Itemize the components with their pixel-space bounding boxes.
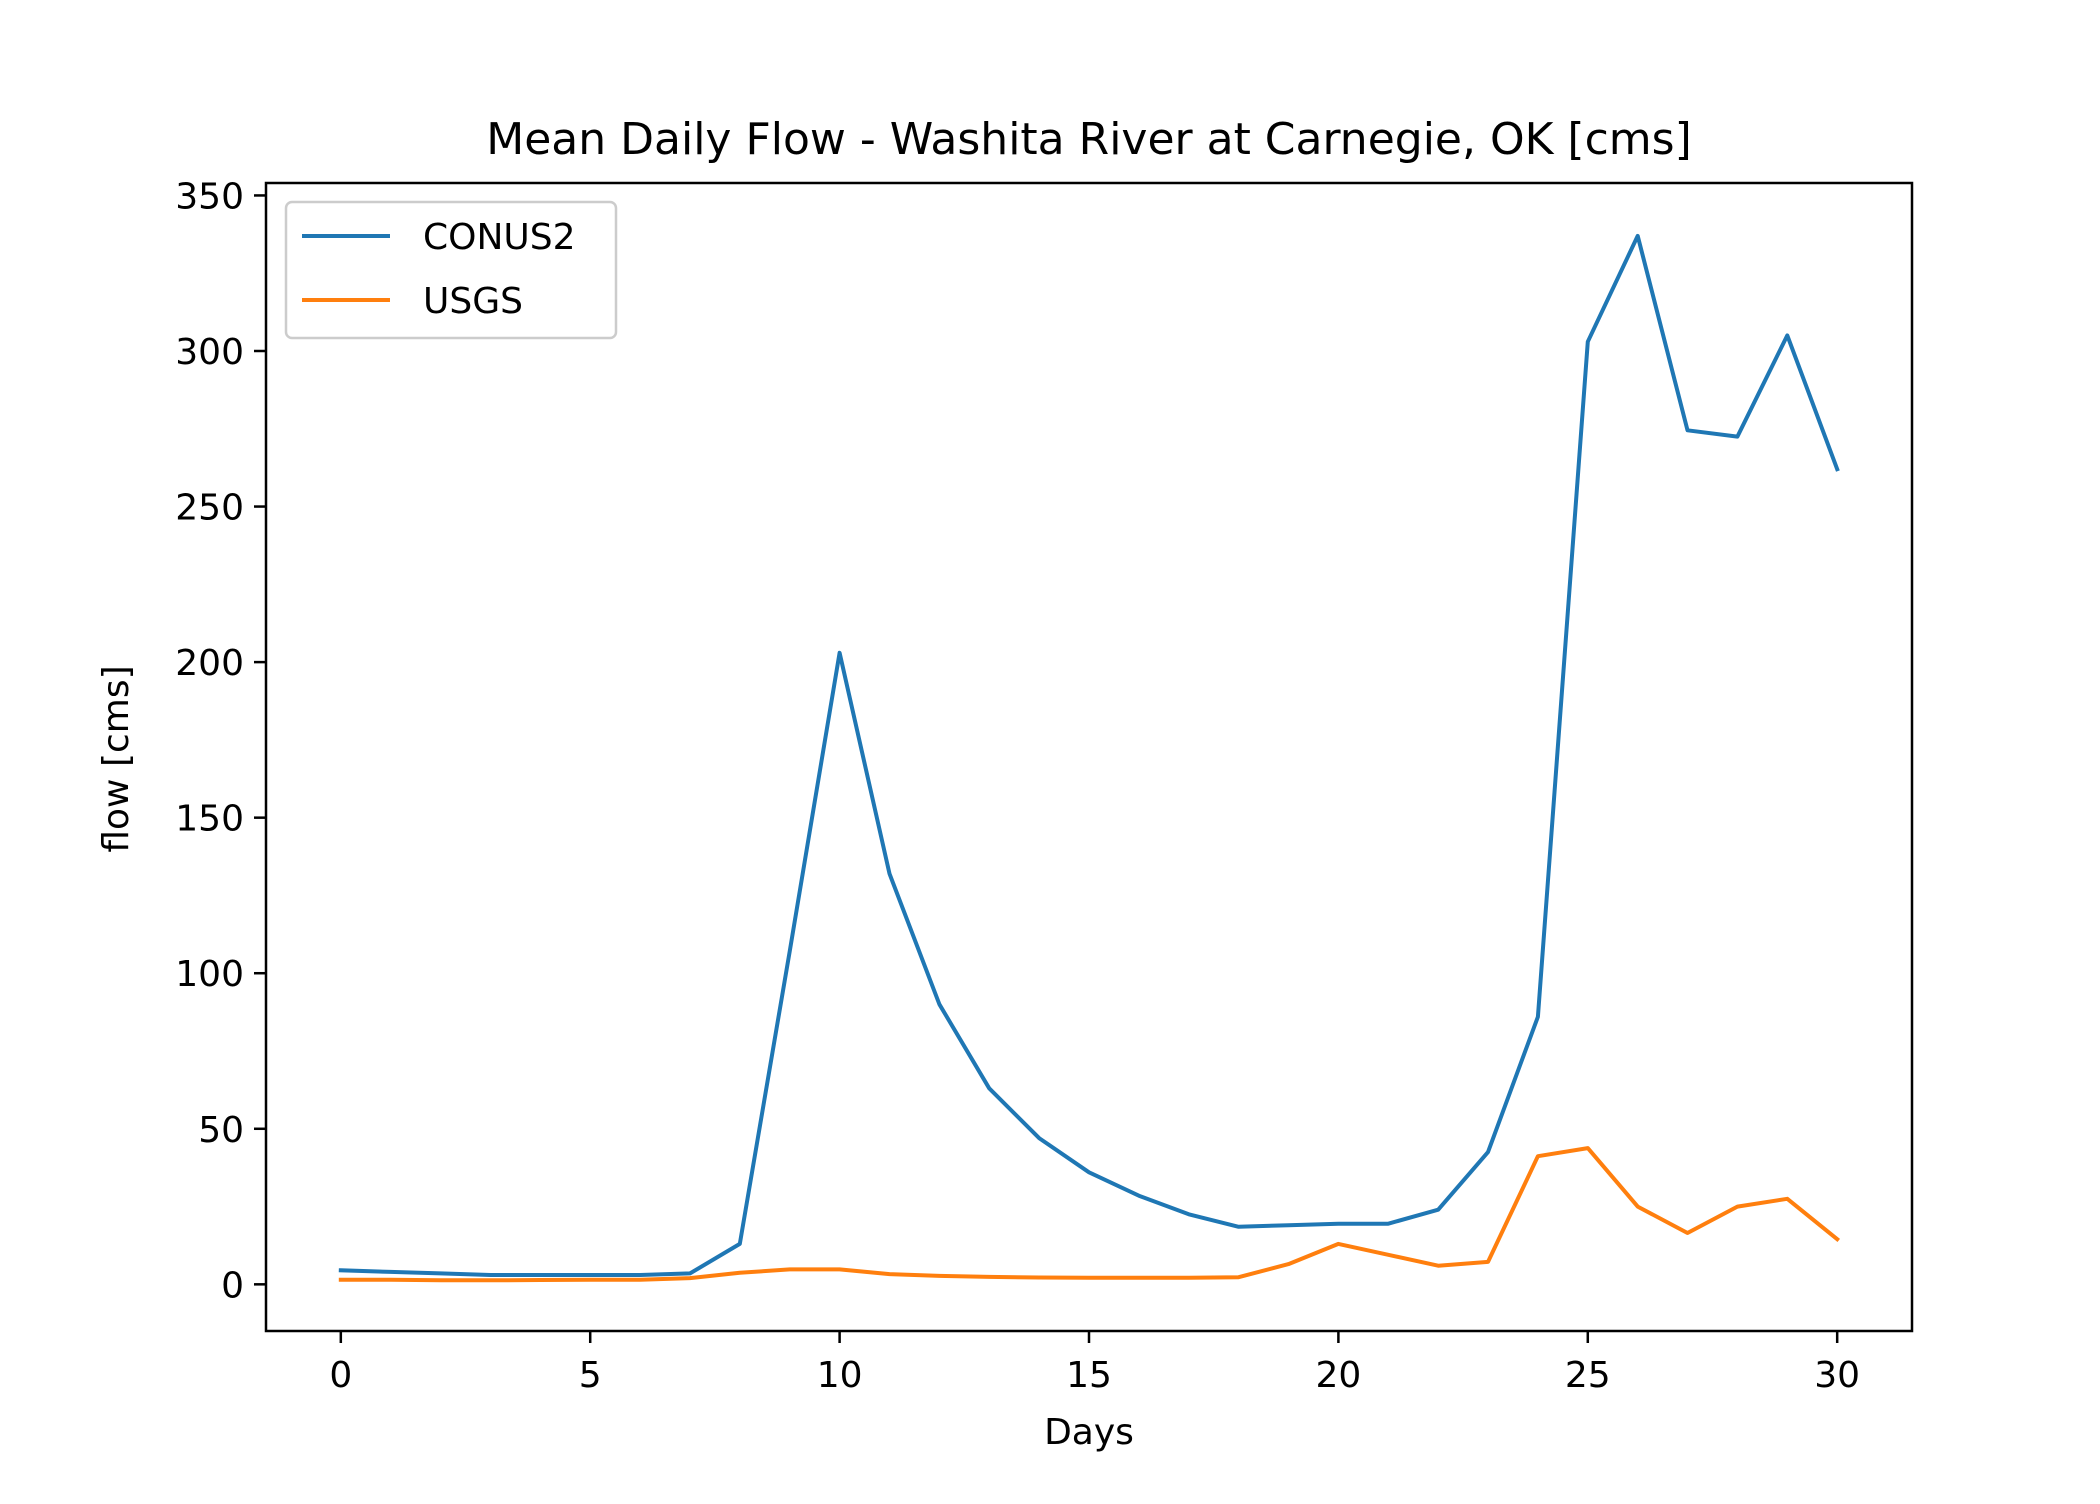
y-axis-ticks: 0 50 100 150 200 250 300 350	[175, 176, 266, 1306]
x-tick-label: 0	[329, 1355, 352, 1396]
x-tick-label: 25	[1565, 1355, 1611, 1396]
series-layer	[338, 233, 1841, 1283]
plot-area-frame	[264, 181, 1914, 1333]
series-line-usgs	[338, 1146, 1841, 1283]
x-axis-label: Days	[1044, 1412, 1134, 1453]
x-tick-label: 30	[1814, 1355, 1860, 1396]
y-tick-label: 300	[175, 332, 244, 373]
x-tick-label: 10	[817, 1355, 863, 1396]
y-tick-label: 0	[221, 1265, 244, 1306]
legend-label-usgs: USGS	[423, 281, 523, 322]
y-tick-label: 200	[175, 643, 244, 684]
y-tick-label: 250	[175, 488, 244, 529]
x-tick-label: 5	[579, 1355, 602, 1396]
y-tick-label: 50	[198, 1110, 244, 1151]
x-tick-label: 20	[1315, 1355, 1361, 1396]
y-tick-label: 350	[175, 176, 244, 217]
y-axis-label: flow [cms]	[96, 665, 137, 852]
x-axis-ticks: 0 5 10 15 20 25 30	[329, 1331, 1860, 1396]
legend-label-conus2: CONUS2	[423, 217, 576, 258]
series-line-conus2	[338, 233, 1840, 1277]
x-tick-label: 15	[1066, 1355, 1112, 1396]
y-tick-label: 150	[175, 799, 244, 840]
y-tick-label: 100	[175, 954, 244, 995]
chart-title: Mean Daily Flow - Washita River at Carne…	[486, 114, 1692, 165]
legend: CONUS2 USGS	[284, 200, 618, 340]
